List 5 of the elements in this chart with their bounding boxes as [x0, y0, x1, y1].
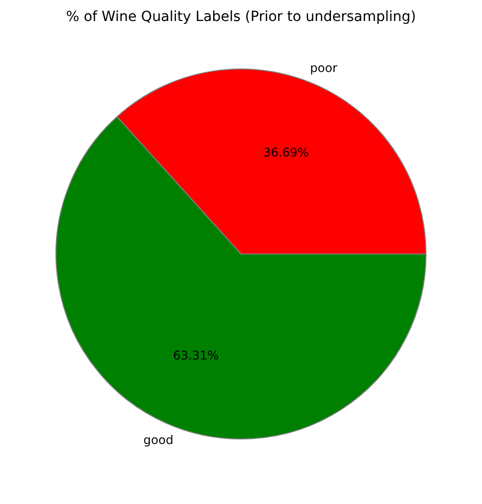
data-label: 63.31%	[173, 348, 219, 362]
slice-label: poor	[310, 61, 338, 76]
data-label: 36.69%	[263, 146, 309, 160]
slice-label: good	[143, 432, 174, 447]
chart-title: % of Wine Quality Labels (Prior to undersampling)	[66, 9, 416, 25]
